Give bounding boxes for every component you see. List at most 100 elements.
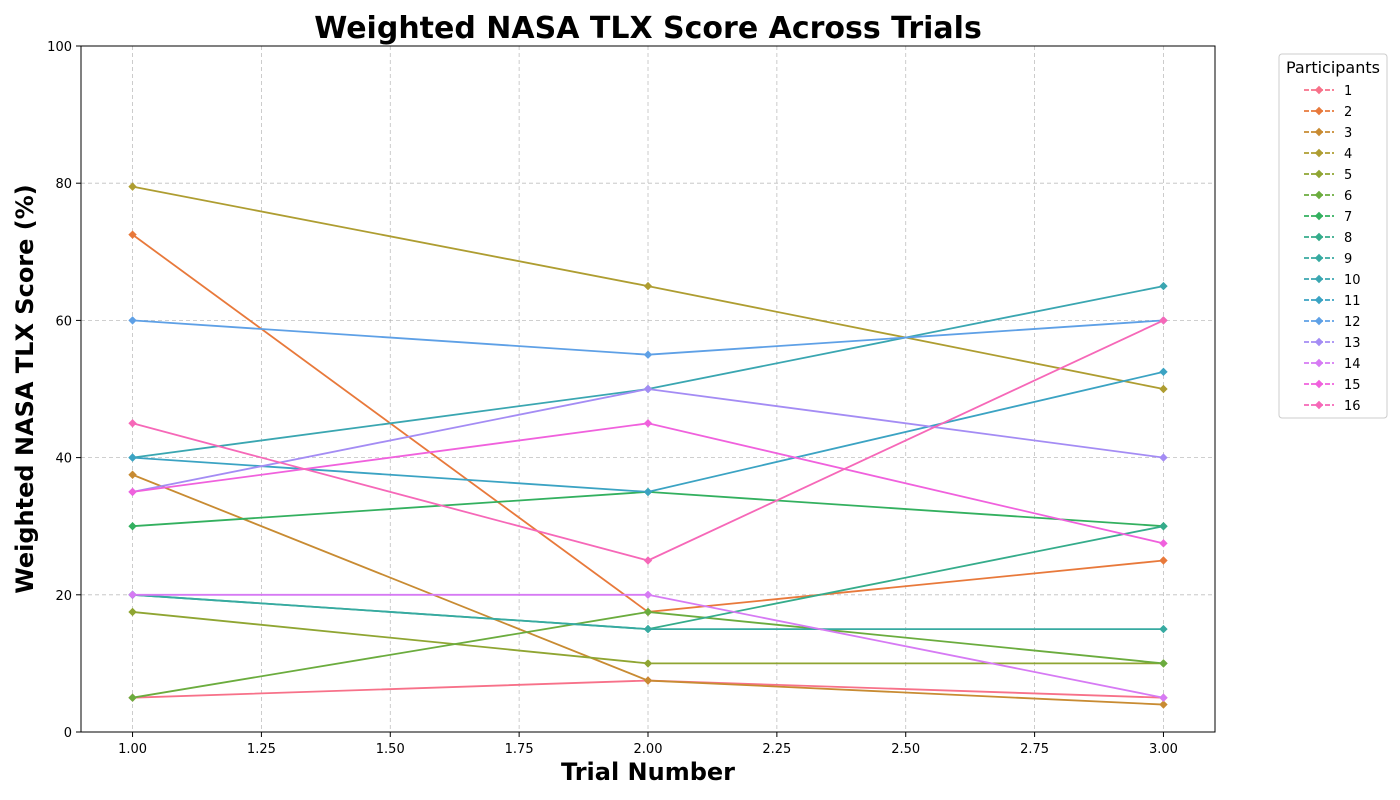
legend-label: 2 [1344, 105, 1352, 120]
data-point [643, 384, 653, 394]
data-point [643, 350, 653, 359]
legend-item-4: 4 [1304, 147, 1352, 162]
legend-label: 4 [1344, 147, 1352, 162]
data-point [128, 453, 137, 462]
data-point [1159, 624, 1168, 634]
series-16 [128, 316, 1168, 565]
legend-label: 9 [1344, 252, 1352, 267]
legend-marker [1314, 106, 1324, 116]
legend-marker [1314, 127, 1324, 137]
legend-marker [1314, 211, 1324, 221]
y-tick-label: 40 [55, 452, 72, 467]
x-tick-label: 1.00 [118, 742, 147, 757]
y-tick-label: 20 [55, 589, 72, 604]
data-point [1159, 384, 1168, 394]
legend-marker [1314, 85, 1324, 95]
legend-item-5: 5 [1304, 168, 1352, 183]
legend-label: 16 [1344, 399, 1361, 414]
y-tick-label: 60 [55, 314, 72, 329]
data-point [128, 316, 137, 325]
data-point [1159, 556, 1168, 565]
data-point [128, 607, 137, 617]
x-axis-label: Trial Number [561, 758, 735, 786]
series-4 [128, 182, 1168, 394]
x-tick-label: 3.00 [1149, 742, 1178, 757]
legend-frame [1278, 53, 1388, 419]
legend-marker [1314, 316, 1324, 326]
data-point [128, 230, 137, 239]
data-point [128, 182, 137, 191]
legend-item-15: 15 [1304, 378, 1361, 393]
legend-title: Participants [1286, 58, 1380, 77]
legend-label: 7 [1344, 210, 1352, 225]
x-tick-label: 1.50 [376, 742, 405, 757]
data-point [643, 487, 653, 497]
legend-label: 5 [1344, 168, 1352, 183]
x-tick-label: 1.25 [247, 742, 276, 757]
data-point [643, 281, 653, 291]
y-tick-label: 80 [55, 177, 72, 192]
data-point [1159, 453, 1168, 462]
data-point [643, 676, 653, 685]
y-axis-label: Weighted NASA TLX Score (%) [11, 184, 39, 594]
series-3 [128, 470, 1168, 709]
data-point [643, 590, 653, 599]
legend-label: 14 [1344, 357, 1361, 372]
data-point [1159, 659, 1168, 668]
data-point [1159, 693, 1168, 702]
legend-label: 13 [1344, 336, 1361, 351]
x-tick-label: 1.75 [505, 742, 534, 757]
series-14 [128, 590, 1168, 702]
data-point [128, 590, 137, 599]
legend-marker [1314, 295, 1324, 305]
legend-item-1: 1 [1304, 84, 1352, 99]
data-point [128, 419, 137, 428]
legend-item-7: 7 [1304, 210, 1352, 225]
data-point [1159, 316, 1168, 325]
legend-marker [1314, 358, 1324, 368]
legend-item-6: 6 [1304, 189, 1352, 204]
legend-label: 8 [1344, 231, 1352, 246]
legend-item-14: 14 [1304, 357, 1361, 372]
x-tick-label: 2.25 [762, 742, 791, 757]
x-tick-label: 2.00 [634, 742, 663, 757]
legend-marker [1314, 379, 1324, 389]
data-point [1159, 522, 1168, 531]
legend-label: 10 [1344, 273, 1361, 288]
data-point [643, 607, 653, 617]
data-point [1159, 367, 1168, 377]
legend-item-2: 2 [1304, 105, 1352, 120]
data-point [128, 522, 137, 531]
legend-item-3: 3 [1304, 126, 1352, 141]
data-point [1159, 700, 1168, 709]
legend-item-9: 9 [1304, 252, 1352, 267]
legend-label: 3 [1344, 126, 1352, 141]
series-layer [128, 182, 1168, 709]
y-axis-ticks: 0 20 40 60 80 100 [47, 40, 81, 741]
y-tick-label: 0 [64, 726, 72, 741]
chart-title: Weighted NASA TLX Score Across Trials [314, 11, 982, 46]
x-tick-label: 2.50 [891, 742, 920, 757]
data-point [643, 624, 653, 634]
legend-marker [1314, 169, 1324, 179]
legend-item-11: 11 [1304, 294, 1361, 309]
legend-marker [1314, 148, 1324, 158]
legend-item-10: 10 [1304, 273, 1361, 288]
legend-marker [1314, 274, 1324, 284]
legend-item-8: 8 [1304, 231, 1352, 246]
legend-marker [1314, 232, 1324, 242]
legend-label: 6 [1344, 189, 1352, 204]
legend-marker [1314, 400, 1324, 410]
legend-item-12: 12 [1304, 315, 1361, 330]
legend-item-13: 13 [1304, 336, 1361, 351]
data-point [1159, 281, 1168, 291]
x-tick-label: 2.75 [1020, 742, 1049, 757]
legend-marker [1314, 253, 1324, 263]
y-tick-label: 100 [47, 40, 72, 55]
data-point [643, 556, 653, 565]
legend-label: 11 [1344, 294, 1361, 309]
